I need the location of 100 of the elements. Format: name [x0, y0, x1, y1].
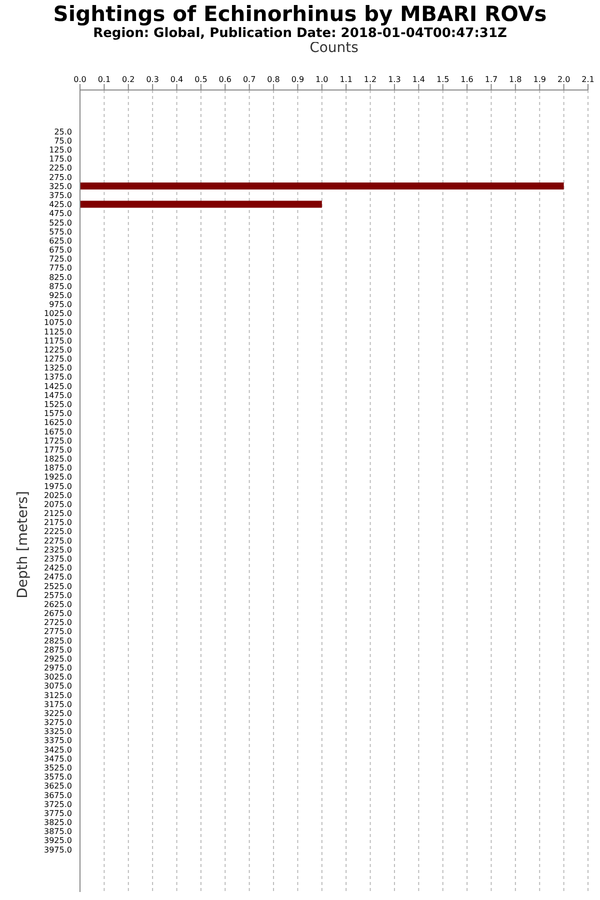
y-tick-label: 2375.0 — [44, 554, 72, 564]
y-tick-label: 2575.0 — [44, 590, 72, 600]
y-tick-label: 1875.0 — [44, 464, 72, 473]
y-tick-label: 3825.0 — [44, 818, 72, 828]
y-tick-label: 1275.0 — [44, 354, 72, 364]
y-tick-label: 1675.0 — [44, 427, 72, 436]
y-tick-label: 2925.0 — [44, 654, 72, 664]
y-tick-label: 3475.0 — [44, 754, 72, 764]
y-tick-label: 1625.0 — [44, 418, 72, 428]
x-tick-label: 0.4 — [170, 75, 184, 84]
y-tick-label: 2675.0 — [44, 609, 72, 618]
y-tick-label: 25.0 — [54, 127, 72, 136]
y-tick-label: 125.0 — [49, 146, 72, 155]
chart-subtitle: Region: Global, Publication Date: 2018-01-04T00:47:31Z — [92, 26, 508, 42]
y-tick-label: 1225.0 — [44, 345, 72, 354]
x-tick-label: 0.2 — [122, 75, 135, 84]
y-tick-label: 1925.0 — [44, 472, 72, 482]
x-tick-label: 1.8 — [509, 75, 522, 84]
y-tick-label: 775.0 — [49, 264, 72, 273]
y-tick-label: 3425.0 — [44, 745, 72, 754]
y-tick-label: 3975.0 — [44, 845, 72, 854]
y-tick-label: 2125.0 — [44, 509, 72, 518]
y-tick-label: 1425.0 — [44, 382, 72, 391]
y-tick-label: 1025.0 — [44, 309, 72, 318]
y-tick-label: 2275.0 — [44, 536, 72, 546]
y-tick-label: 3675.0 — [44, 790, 72, 800]
y-tick-label: 2875.0 — [44, 645, 72, 654]
y-tick-label: 625.0 — [49, 236, 72, 246]
y-tick-label: 3075.0 — [44, 682, 72, 691]
y-tick-label: 1975.0 — [44, 482, 72, 491]
y-tick-label: 1175.0 — [44, 336, 72, 346]
x-tick-label: 0.8 — [267, 75, 280, 84]
y-tick-label: 3725.0 — [44, 800, 72, 809]
y-tick-label: 3525.0 — [44, 764, 72, 773]
y-tick-label: 2975.0 — [44, 664, 72, 673]
x-tick-label: 1.2 — [364, 75, 377, 84]
y-tick-label: 2325.0 — [44, 545, 72, 554]
x-tick-label: 0.6 — [218, 75, 232, 84]
y-tick-label: 1325.0 — [44, 364, 72, 373]
y-tick-label: 1125.0 — [44, 327, 72, 336]
chart-title: Sightings of Echinorhinus by MBARI ROVs — [52, 2, 548, 26]
y-axis-title: Depth [meters] — [14, 491, 31, 598]
y-tick-label: 175.0 — [49, 154, 72, 164]
y-tick-label: 2775.0 — [44, 627, 72, 636]
y-tick-label: 275.0 — [49, 172, 72, 182]
y-tick-label: 1475.0 — [44, 390, 72, 400]
x-tick-label: 1.7 — [484, 75, 498, 84]
y-tick-label: 2725.0 — [44, 618, 72, 628]
x-tick-label: 0.5 — [194, 75, 208, 84]
y-tick-label: 3775.0 — [44, 808, 72, 818]
x-tick-label: 1.5 — [436, 75, 450, 84]
y-tick-label: 1725.0 — [44, 436, 72, 446]
y-tick-label: 1775.0 — [44, 445, 72, 454]
y-tick-label: 2475.0 — [44, 572, 72, 582]
x-tick-label: 0.9 — [291, 75, 304, 84]
x-tick-label: 2.0 — [557, 75, 570, 84]
y-tick-label: 1575.0 — [44, 409, 72, 418]
y-tick-label: 225.0 — [49, 164, 72, 173]
y-tick-label: 2025.0 — [44, 490, 72, 500]
y-tick-label: 1825.0 — [44, 454, 72, 464]
x-tick-label: 0.7 — [242, 75, 256, 84]
y-tick-label: 3925.0 — [44, 836, 72, 846]
y-tick-label: 675.0 — [49, 246, 72, 255]
y-tick-label: 3325.0 — [44, 727, 72, 736]
x-tick-label: 0.0 — [74, 75, 86, 84]
y-tick-label: 875.0 — [49, 282, 72, 291]
x-tick-label: 0.1 — [98, 75, 111, 84]
x-tick-label: 0.3 — [146, 75, 159, 84]
y-tick-label: 975.0 — [49, 300, 72, 310]
y-tick-label: 3575.0 — [44, 772, 72, 782]
x-tick-label: 1.9 — [533, 75, 546, 84]
y-tick-label: 3125.0 — [44, 690, 72, 700]
y-tick-label: 2625.0 — [44, 600, 72, 609]
x-tick-label: 1.1 — [340, 75, 352, 84]
y-tick-label: 3025.0 — [44, 672, 72, 682]
y-tick-label: 575.0 — [49, 227, 72, 236]
y-tick-label: 925.0 — [49, 290, 72, 300]
y-tick-label: 325.0 — [49, 182, 72, 191]
y-tick-label: 425.0 — [49, 200, 72, 210]
x-tick-label: 1.0 — [316, 75, 328, 84]
y-tick-label: 475.0 — [49, 209, 72, 218]
y-tick-label: 3625.0 — [44, 782, 72, 791]
x-tick-label: 2.1 — [582, 75, 594, 84]
y-tick-label: 1375.0 — [44, 372, 72, 382]
y-tick-label: 1075.0 — [44, 318, 72, 328]
y-tick-label: 3175.0 — [44, 700, 72, 709]
x-tick-label: 1.4 — [412, 75, 426, 84]
y-tick-label: 2175.0 — [44, 518, 72, 528]
y-tick-label: 2425.0 — [44, 564, 72, 573]
y-tick-label: 3875.0 — [44, 827, 72, 836]
y-tick-label: 3275.0 — [44, 718, 72, 728]
y-tick-label: 2525.0 — [44, 582, 72, 591]
x-tick-label: 1.6 — [460, 75, 474, 84]
y-tick-label: 725.0 — [49, 254, 72, 264]
y-tick-label: 3225.0 — [44, 708, 72, 718]
x-tick-label: 1.3 — [388, 75, 401, 84]
y-tick-label: 1525.0 — [44, 400, 72, 410]
y-tick-label: 375.0 — [49, 190, 72, 200]
y-tick-label: 2825.0 — [44, 636, 72, 646]
y-tick-label: 825.0 — [49, 272, 72, 282]
